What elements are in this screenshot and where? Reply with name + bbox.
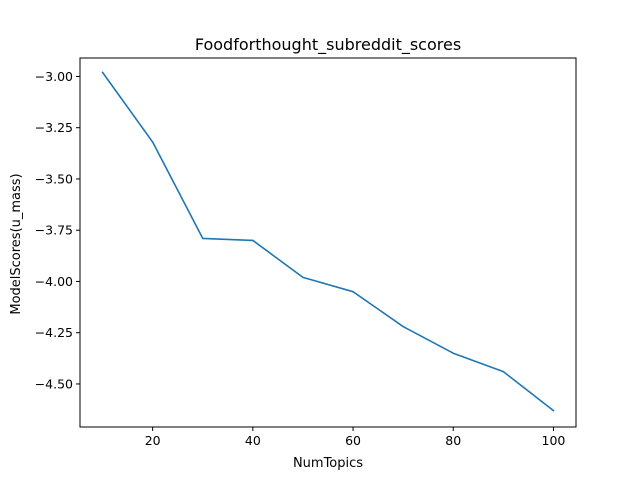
y-tick-label: −3.50 [35,171,73,186]
data-point-0-5 [352,290,354,293]
data-point-0-1 [151,141,154,143]
y-tick-label: −4.25 [35,325,73,340]
y-tick-label: −4.50 [35,376,73,391]
y-tick-label: −3.00 [35,69,73,84]
plot-frame [79,57,577,428]
plot-area: 20 40 60 80 100 −3.00 −3.25 −3.50 −3.75 −4.00 −4.2… [35,57,577,448]
y-tick-label: −4.00 [35,274,73,289]
x-tick-label: 20 [145,433,161,448]
y-axis-title: ModelScores(u_mass) [9,173,24,314]
series-line-0 [101,71,555,412]
x-tick-label: 100 [542,433,566,448]
x-tick-label: 80 [445,433,461,448]
data-point-0-9 [552,409,555,412]
data-point-0-7 [452,352,455,355]
y-tick-label: −3.75 [35,223,73,238]
data-point-0-8 [502,370,505,373]
x-axis-title: NumTopics [293,456,363,471]
x-tick-label: 60 [345,433,361,448]
data-point-0-6 [402,325,404,328]
y-tick-label: −3.25 [35,120,73,135]
data-point-0-0 [101,71,104,74]
chart-title: Foodforthought_subreddit_scores [195,35,461,55]
data-point-0-4 [302,276,304,279]
data-point-0-3 [252,239,254,242]
x-tick-label: 40 [245,433,261,448]
data-point-0-2 [201,237,204,240]
